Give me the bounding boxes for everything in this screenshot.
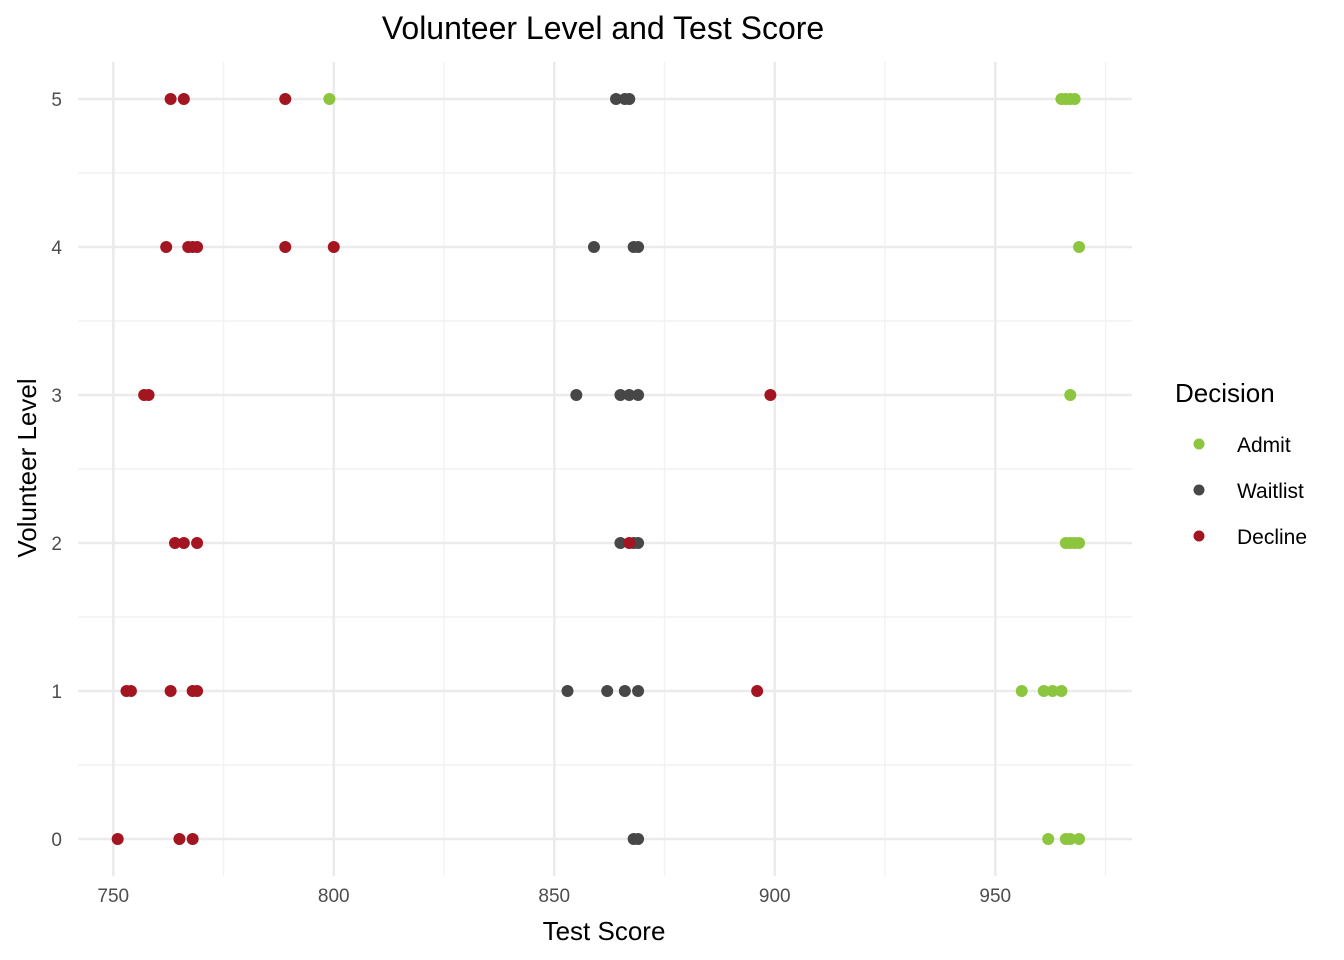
data-point-admit (1046, 685, 1059, 697)
data-point-admit (1073, 241, 1086, 253)
data-point-admit (1073, 537, 1086, 549)
data-point-waitlist (587, 241, 600, 253)
legend-label: Admit (1237, 434, 1291, 457)
series-admit (323, 93, 1086, 845)
y-tick-label: 0 (51, 830, 62, 851)
data-point-admit (1064, 833, 1077, 845)
data-point-decline (191, 685, 204, 697)
legend: Decision Admit Waitlist Decline (1175, 378, 1307, 549)
data-point-waitlist (614, 389, 627, 401)
data-point-waitlist (632, 537, 645, 549)
x-tick-label: 950 (979, 886, 1011, 907)
data-point-decline (177, 537, 190, 549)
legend-items: Admit Waitlist Decline (1193, 434, 1307, 549)
data-point-decline (142, 389, 155, 401)
data-point-waitlist (632, 241, 645, 253)
x-axis-title: Test Score (543, 916, 666, 946)
data-point-decline (279, 93, 292, 105)
data-point-decline (191, 241, 204, 253)
data-points (111, 93, 1086, 845)
data-point-decline (164, 685, 177, 697)
data-point-decline (751, 685, 764, 697)
data-point-waitlist (632, 833, 645, 845)
data-point-waitlist (632, 685, 645, 697)
series-waitlist (561, 93, 645, 845)
y-tick-label: 5 (51, 90, 62, 111)
data-point-decline (177, 93, 190, 105)
data-point-decline (327, 241, 340, 253)
data-point-decline (124, 685, 137, 697)
data-point-admit (1037, 685, 1050, 697)
tick-labels: 750 800 850 900 950 0 1 2 3 4 5 (51, 90, 1011, 907)
data-point-waitlist (610, 93, 623, 105)
y-tick-label: 4 (51, 238, 62, 259)
legend-key-admit (1193, 438, 1205, 450)
x-tick-label: 850 (538, 886, 570, 907)
x-tick-label: 900 (759, 886, 791, 907)
data-point-waitlist (618, 685, 631, 697)
x-tick-label: 750 (97, 886, 129, 907)
data-point-admit (1064, 389, 1077, 401)
data-point-admit (323, 93, 336, 105)
legend-item-waitlist: Waitlist (1193, 480, 1304, 503)
y-tick-label: 3 (51, 386, 62, 407)
data-point-waitlist (614, 537, 627, 549)
data-point-waitlist (623, 93, 636, 105)
data-point-admit (1015, 685, 1028, 697)
y-tick-label: 1 (51, 682, 62, 703)
data-point-decline (160, 241, 173, 253)
data-point-waitlist (601, 685, 614, 697)
legend-key-decline (1193, 530, 1205, 542)
legend-label: Waitlist (1237, 480, 1304, 503)
data-point-decline (169, 537, 182, 549)
series-decline (111, 93, 777, 845)
data-point-admit (1042, 833, 1055, 845)
data-point-waitlist (632, 389, 645, 401)
data-point-decline (764, 389, 777, 401)
data-point-admit (1073, 833, 1086, 845)
data-point-admit (1055, 685, 1068, 697)
data-point-decline (279, 241, 292, 253)
y-axis-title: Volunteer Level (12, 378, 42, 557)
chart-title: Volunteer Level and Test Score (382, 10, 824, 46)
data-point-waitlist (561, 685, 574, 697)
x-tick-label: 800 (318, 886, 350, 907)
data-point-admit (1068, 93, 1081, 105)
data-point-decline (111, 833, 124, 845)
legend-item-decline: Decline (1193, 526, 1307, 549)
legend-key-waitlist (1193, 484, 1205, 496)
data-point-decline (191, 537, 204, 549)
data-point-decline (173, 833, 186, 845)
legend-item-admit: Admit (1193, 434, 1291, 457)
data-point-waitlist (570, 389, 583, 401)
data-point-waitlist (623, 389, 636, 401)
y-tick-label: 2 (51, 534, 62, 555)
data-point-decline (623, 537, 636, 549)
legend-label: Decline (1237, 526, 1307, 549)
data-point-decline (164, 93, 177, 105)
data-point-decline (186, 833, 199, 845)
legend-title: Decision (1175, 378, 1275, 408)
